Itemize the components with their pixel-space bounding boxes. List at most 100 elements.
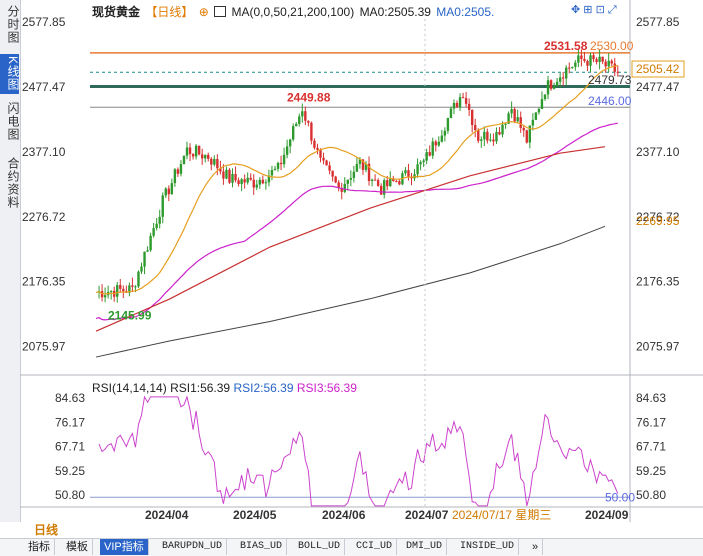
rsi-axis-label-left: 50.80 xyxy=(55,488,85,502)
candle-body xyxy=(446,118,450,131)
ma0b-value: MA0:2505. xyxy=(436,5,495,19)
rsi-line-value: 50.00 xyxy=(605,490,635,504)
candle-body xyxy=(558,77,562,82)
tab-inside[interactable]: INSIDE_UD xyxy=(456,539,520,555)
side-tab-timeshare[interactable]: 分时图 xyxy=(6,4,20,44)
candle-body xyxy=(404,170,407,174)
candle-body xyxy=(373,179,377,181)
candle-body xyxy=(528,125,532,143)
side-tab-flash[interactable]: 闪电图 xyxy=(6,101,20,141)
candle-body xyxy=(237,180,240,185)
low-label: 2145.99 xyxy=(108,308,152,322)
candle-body xyxy=(213,158,216,165)
candle-body xyxy=(200,154,204,159)
candle-body xyxy=(610,60,613,64)
candle-body xyxy=(173,169,177,184)
candle-body xyxy=(279,162,283,165)
candle-body xyxy=(364,163,368,170)
tab-cci[interactable]: CCI_UD xyxy=(352,539,398,555)
time-axis-label: 2024/06 xyxy=(322,508,366,522)
candle-body xyxy=(228,169,231,183)
fullscreen-icon[interactable]: ⤢ xyxy=(607,4,617,16)
time-axis-label: 2024/07 xyxy=(405,508,449,522)
candle-body xyxy=(152,228,155,236)
rsi-axis-label-left: 59.25 xyxy=(55,464,85,478)
tab-more[interactable]: » xyxy=(528,539,544,555)
candle-body xyxy=(185,147,189,156)
candle-body xyxy=(434,141,437,146)
rsi-axis-label-left: 76.17 xyxy=(55,415,85,429)
candle-body xyxy=(161,195,164,217)
candle-body xyxy=(310,122,313,141)
rsi-axis-label-left: 84.63 xyxy=(55,391,85,405)
candle-body xyxy=(122,288,125,292)
candle-body xyxy=(246,177,249,183)
move-icon[interactable]: ✥ xyxy=(571,4,581,16)
candle-body xyxy=(422,160,425,163)
chart-area[interactable]: 2577.85 2577.85 2477.47 2477.47 2377.10 2377.… xyxy=(20,0,703,522)
candle-body xyxy=(583,58,586,61)
candle-body xyxy=(383,180,386,195)
candle-body xyxy=(182,155,186,165)
candle-body xyxy=(334,176,337,183)
candle-body xyxy=(549,80,553,89)
candle-body xyxy=(577,55,580,63)
candle-body xyxy=(565,67,568,79)
candle-body xyxy=(240,179,243,185)
chart-canvas: 2577.85 2577.85 2477.47 2477.47 2377.10 2377.… xyxy=(20,0,703,522)
period-label[interactable]: 【日线】 xyxy=(145,5,194,19)
ma-icon[interactable] xyxy=(214,6,227,17)
tab-vip-indicator[interactable]: VIP指标 xyxy=(100,539,149,555)
candle-body xyxy=(552,86,556,89)
candle-body xyxy=(601,56,604,62)
candle-body xyxy=(249,177,252,180)
candle-body xyxy=(370,179,374,181)
tab-boll[interactable]: BOLL_UD xyxy=(294,539,346,555)
candle-body xyxy=(288,139,292,147)
candle-body xyxy=(428,152,431,156)
candle-body xyxy=(158,216,161,224)
candle-body xyxy=(443,130,447,136)
candle-body xyxy=(352,171,356,179)
candle-body xyxy=(507,113,510,124)
candle-body xyxy=(358,159,362,164)
candle-body xyxy=(316,147,319,150)
candle-body xyxy=(398,181,401,185)
candle-body xyxy=(361,159,365,170)
candle-body xyxy=(131,285,134,287)
candle-body xyxy=(210,158,213,165)
candle-body xyxy=(267,175,271,183)
candle-body xyxy=(167,188,171,195)
chart-tool-icons: ✥ ⊞ ⊡ ⤢ xyxy=(571,3,617,17)
tab-barupdn[interactable]: BARUPDN_UD xyxy=(158,539,228,555)
side-tab-contract-info[interactable]: 合约资料 xyxy=(6,157,20,209)
period-button[interactable]: 日线 xyxy=(34,523,59,537)
candle-body xyxy=(561,77,565,79)
tab-dmi[interactable]: DMI_UD xyxy=(402,539,448,555)
candle-body xyxy=(607,60,610,67)
time-axis-label: 2024/04 xyxy=(145,508,189,522)
candle-body xyxy=(571,66,574,68)
cursor-date-label: 2024/07/17 星期三 xyxy=(452,508,551,522)
candle-body xyxy=(119,285,122,289)
rsi3-value: RSI3:56.39 xyxy=(296,381,357,395)
candle-body xyxy=(416,164,419,175)
candle-body xyxy=(592,55,595,60)
candle-body xyxy=(480,139,483,141)
tab-template[interactable]: 模板 xyxy=(62,539,93,555)
tab-bias[interactable]: BIAS_UD xyxy=(236,539,288,555)
candle-body xyxy=(543,94,547,100)
candle-body xyxy=(392,178,395,182)
side-tab-kline[interactable]: K线图 xyxy=(0,54,20,94)
candle-body xyxy=(522,127,525,131)
candle-body xyxy=(534,112,538,120)
tab-indicator[interactable]: 指标 xyxy=(24,539,55,555)
candle-body xyxy=(604,61,607,67)
candle-body xyxy=(455,102,459,108)
zoom-icon[interactable]: ⊞ xyxy=(583,4,593,16)
settings-icon[interactable]: ⊕ xyxy=(198,5,209,19)
candle-body xyxy=(477,129,480,141)
candle-body xyxy=(103,295,107,298)
expand-icon[interactable]: ⊡ xyxy=(595,4,605,16)
candle-body xyxy=(194,145,198,157)
